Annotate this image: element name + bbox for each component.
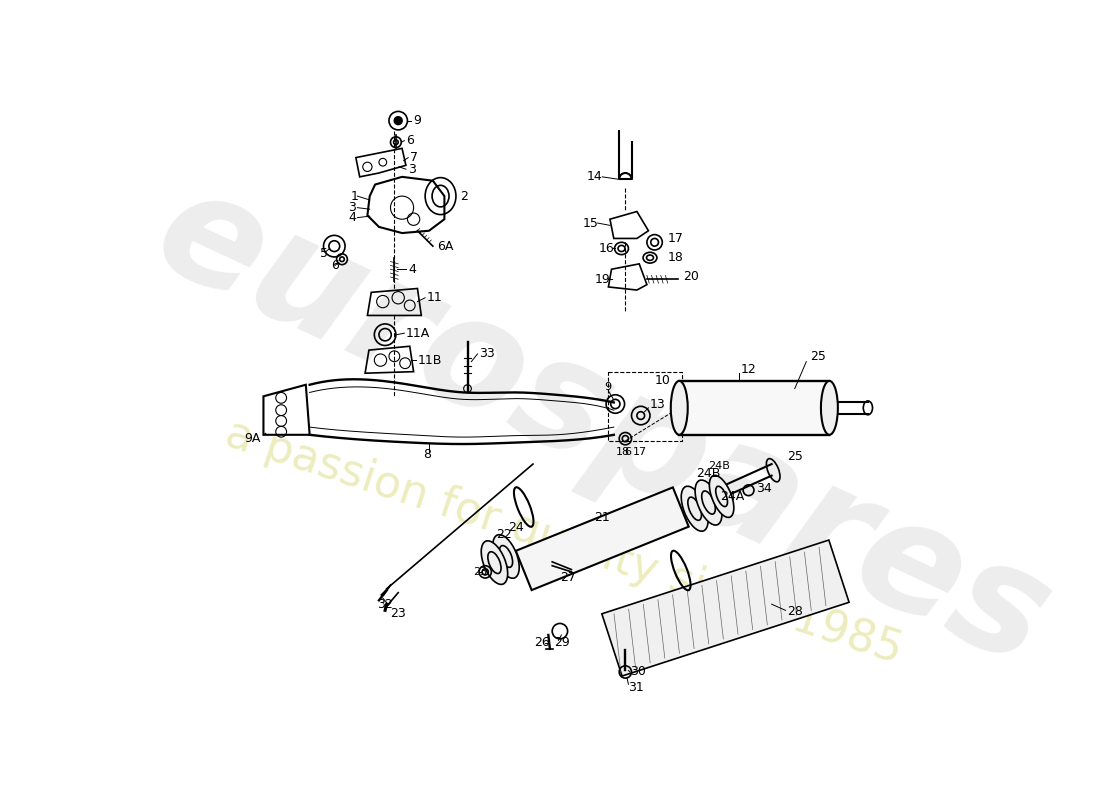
Ellipse shape	[695, 480, 722, 525]
Text: 17: 17	[668, 232, 683, 245]
Text: 18: 18	[668, 251, 683, 264]
Text: 19: 19	[594, 273, 610, 286]
Text: 17: 17	[634, 446, 647, 457]
Text: 9: 9	[605, 382, 612, 392]
Ellipse shape	[821, 381, 838, 435]
Text: 32: 32	[377, 598, 393, 610]
Ellipse shape	[671, 381, 688, 435]
Text: 2: 2	[460, 190, 467, 202]
Text: 33: 33	[480, 347, 495, 361]
Text: 23: 23	[390, 607, 406, 620]
Text: a passion for quality since 1985: a passion for quality since 1985	[220, 413, 908, 673]
Text: 4: 4	[348, 211, 356, 224]
Text: 3: 3	[408, 162, 416, 176]
Text: 25: 25	[810, 350, 826, 362]
Text: 5: 5	[320, 247, 328, 260]
Text: 30: 30	[630, 666, 646, 678]
Ellipse shape	[710, 475, 734, 518]
Text: 24B: 24B	[708, 461, 730, 470]
Text: 11B: 11B	[418, 354, 442, 366]
Text: 4: 4	[408, 262, 416, 276]
Text: 6: 6	[406, 134, 414, 147]
Text: 16: 16	[600, 242, 615, 255]
Text: 29: 29	[554, 636, 570, 650]
Text: 28: 28	[788, 606, 803, 618]
Text: 24B: 24B	[696, 467, 720, 480]
Text: 7: 7	[409, 151, 418, 164]
Text: 12: 12	[741, 363, 757, 376]
Text: 27: 27	[560, 570, 575, 584]
Text: 13: 13	[650, 398, 666, 410]
Polygon shape	[602, 540, 849, 676]
Text: 3: 3	[348, 201, 356, 214]
Text: 24A: 24A	[720, 490, 745, 503]
Text: 6: 6	[331, 259, 339, 272]
Text: 22: 22	[496, 529, 512, 542]
Text: 14: 14	[587, 170, 603, 183]
Text: 21: 21	[594, 511, 610, 525]
Bar	[680, 381, 829, 435]
Ellipse shape	[493, 534, 519, 578]
Text: 34: 34	[757, 482, 772, 495]
Text: 6: 6	[624, 446, 630, 457]
Bar	[608, 372, 682, 441]
Text: 15: 15	[583, 217, 598, 230]
Text: 31: 31	[628, 681, 645, 694]
Text: 8: 8	[424, 447, 431, 461]
Text: 26: 26	[535, 636, 550, 650]
Text: 6A: 6A	[437, 240, 453, 253]
Ellipse shape	[481, 541, 508, 585]
Text: 25: 25	[788, 450, 803, 463]
Text: 24: 24	[508, 521, 524, 534]
Text: eurospares: eurospares	[133, 155, 1071, 698]
Text: 1: 1	[351, 190, 359, 202]
Text: 9: 9	[414, 114, 421, 127]
Text: 18: 18	[616, 446, 630, 457]
Circle shape	[394, 117, 403, 125]
Text: 20: 20	[683, 270, 698, 283]
Text: 11: 11	[427, 291, 442, 304]
Ellipse shape	[681, 486, 708, 531]
Text: 11A: 11A	[406, 326, 430, 340]
Polygon shape	[516, 487, 689, 590]
Text: 9A: 9A	[244, 432, 261, 445]
Text: 23: 23	[473, 567, 487, 577]
Text: 10: 10	[654, 374, 671, 387]
